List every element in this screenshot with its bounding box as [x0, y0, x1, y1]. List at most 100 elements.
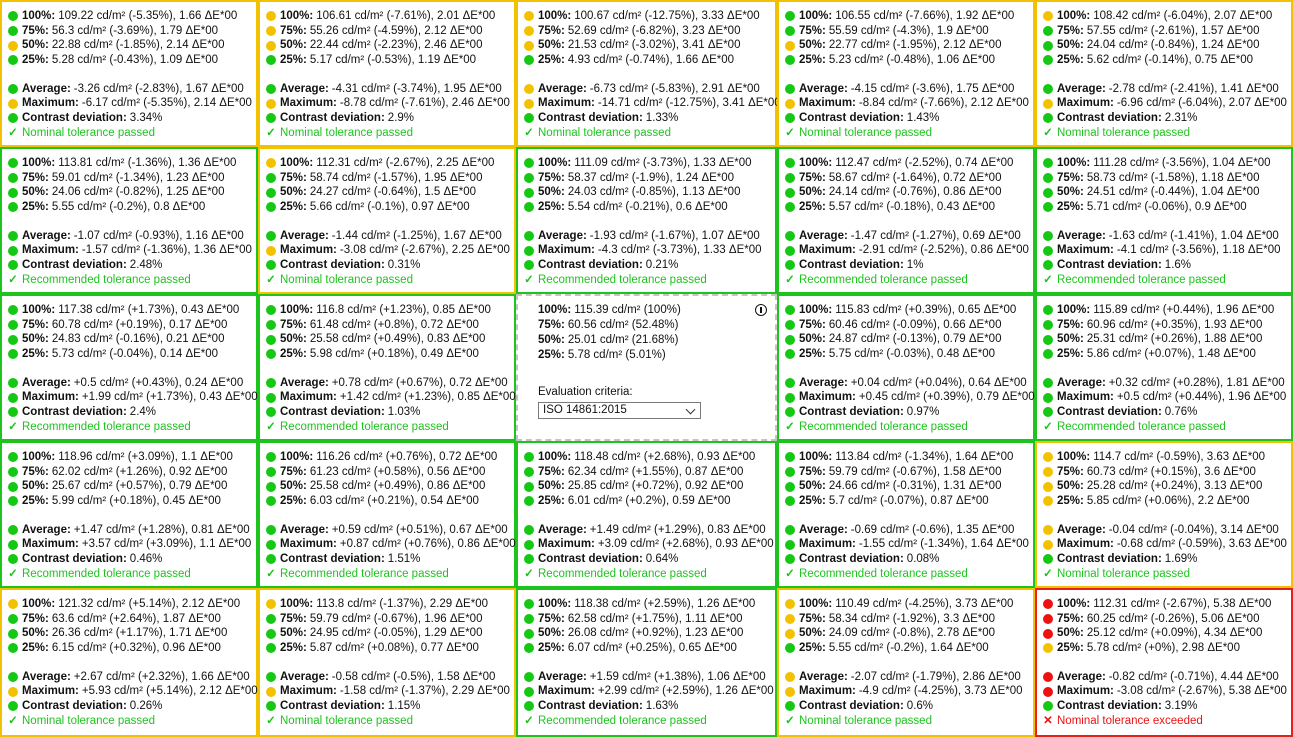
measurement-row: Average: +2.67 cd/m² (+2.32%), 1.66 ΔE*00 [8, 670, 256, 685]
measurement-cell: 100%: 121.32 cd/m² (+5.14%), 2.12 ΔE*00 75… [0, 588, 258, 737]
status-pass-icon [1043, 40, 1053, 51]
measurement-value: +0.04 cd/m² (+0.04%), 0.64 ΔE*00 [850, 376, 1027, 389]
measurement-value: 0.26% [129, 700, 163, 713]
measurement-value: 106.61 cd/m² (-7.61%), 2.01 ΔE*00 [316, 10, 496, 22]
status-pass-icon [8, 554, 18, 565]
measurement-row: 100%: 118.38 cd/m² (+2.59%), 1.26 ΔE*00 [524, 597, 775, 612]
spacer [524, 656, 775, 670]
measurement-row: 75%: 61.23 cd/m² (+0.58%), 0.56 ΔE*00 [266, 465, 514, 480]
measurement-value: 108.42 cd/m² (-6.04%), 2.07 ΔE*00 [1093, 10, 1273, 22]
verdict-text: Nominal tolerance passed [1057, 567, 1190, 580]
measurement-value: 24.51 cd/m² (-0.44%), 1.04 ΔE*00 [1086, 186, 1260, 199]
measurement-value: 56.3 cd/m² (-3.69%), 1.79 ΔE*00 [51, 24, 219, 37]
measurement-row: 25%: 5.75 cd/m² (-0.03%), 0.48 ΔE*00 [785, 347, 1033, 362]
measurement-label: 100%: [280, 304, 314, 316]
status-pass-icon [1043, 305, 1053, 316]
status-pass-icon [8, 452, 18, 463]
measurement-row: 75%: 59.79 cd/m² (-0.67%), 1.96 ΔE*00 [266, 612, 514, 627]
measurement-value: 4.93 cd/m² (-0.74%), 1.66 ΔE*00 [567, 54, 735, 67]
status-warning-icon [1043, 539, 1053, 550]
measurement-label: Maximum: [538, 538, 595, 551]
measurement-row: Maximum: +0.45 cd/m² (+0.39%), 0.79 ΔE*00 [785, 390, 1035, 405]
measurement-label: 100%: [22, 451, 56, 463]
measurement-value: 22.88 cd/m² (-1.85%), 2.14 ΔE*00 [51, 39, 225, 52]
tolerance-verdict: ✓ Recommended tolerance passed [8, 420, 256, 435]
measurement-row: Average: -1.07 cd/m² (-0.93%), 1.16 ΔE*00 [8, 229, 256, 244]
status-warning-icon [266, 686, 276, 697]
measurement-row: 25%: 5.57 cd/m² (-0.18%), 0.43 ΔE*00 [785, 200, 1033, 215]
measurement-row: 100%: 109.22 cd/m² (-5.35%), 1.66 ΔE*00 [8, 9, 256, 24]
spacer [785, 656, 1033, 670]
measurement-row: 50%: 24.06 cd/m² (-0.82%), 1.25 ΔE*00 [8, 185, 256, 200]
measurement-row: 25%: 5.99 cd/m² (+0.18%), 0.45 ΔE*00 [8, 494, 256, 509]
status-pass-icon [524, 554, 534, 565]
checkmark-icon: ✓ [266, 126, 276, 139]
tolerance-verdict: ✓ Recommended tolerance passed [524, 714, 775, 729]
measurement-label: 75%: [22, 318, 49, 331]
measurement-row: Average: +1.47 cd/m² (+1.28%), 0.81 ΔE*00 [8, 523, 256, 538]
evaluation-criteria-select[interactable]: ISO 14861:2015 [538, 402, 701, 419]
measurement-value: 0.21% [645, 259, 679, 272]
tolerance-verdict: ✓ Nominal tolerance passed [785, 126, 1033, 141]
measurement-label: 25%: [280, 642, 307, 655]
checkmark-icon: ✓ [1043, 126, 1053, 139]
info-icon[interactable] [755, 304, 767, 316]
measurement-label: Maximum: [1057, 538, 1114, 551]
status-warning-icon [1043, 11, 1053, 22]
measurement-row: 75%: 59.01 cd/m² (-1.34%), 1.23 ΔE*00 [8, 171, 256, 186]
status-pass-icon [785, 701, 795, 712]
measurement-row: Average: +0.32 cd/m² (+0.28%), 1.81 ΔE*00 [1043, 376, 1291, 391]
status-pass-icon [785, 496, 795, 507]
measurement-label: 25%: [280, 348, 307, 361]
measurement-label: Contrast deviation: [22, 112, 127, 125]
measurement-value: 114.7 cd/m² (-0.59%), 3.63 ΔE*00 [1093, 451, 1265, 463]
verdict-text: Recommended tolerance passed [22, 420, 191, 433]
verdict-text: Recommended tolerance passed [1057, 420, 1226, 433]
status-pass-icon [524, 245, 534, 256]
measurement-label: Maximum: [799, 685, 856, 698]
measurement-row: Maximum: -8.84 cd/m² (-7.66%), 2.12 ΔE*00 [785, 96, 1033, 111]
measurement-row: 50%: 24.66 cd/m² (-0.31%), 1.31 ΔE*00 [785, 479, 1033, 494]
measurement-label: 25%: [22, 348, 49, 361]
verdict-text: Nominal tolerance passed [799, 714, 932, 727]
measurement-label: Contrast deviation: [280, 553, 385, 566]
measurement-label: 100%: [538, 451, 572, 463]
measurement-value: -4.1 cd/m² (-3.56%), 1.18 ΔE*00 [1116, 244, 1281, 257]
measurement-row: 75%: 62.02 cd/m² (+1.26%), 0.92 ΔE*00 [8, 465, 256, 480]
status-pass-icon [8, 202, 18, 213]
measurement-row: 100%: 116.26 cd/m² (+0.76%), 0.72 ΔE*00 [266, 450, 514, 465]
measurement-label: Average: [1057, 82, 1106, 95]
measurement-cell: 100%: 113.84 cd/m² (-1.34%), 1.64 ΔE*00 75… [777, 441, 1035, 588]
status-pass-icon [8, 643, 18, 654]
tolerance-verdict: ✓ Recommended tolerance passed [524, 567, 775, 582]
measurement-value: 24.95 cd/m² (-0.05%), 1.29 ΔE*00 [309, 627, 483, 640]
measurement-label: 75%: [1057, 612, 1084, 625]
status-pass-icon [524, 628, 534, 639]
reference-row-label: 75%: [538, 319, 565, 332]
measurement-value: 58.73 cd/m² (-1.58%), 1.18 ΔE*00 [1086, 171, 1260, 184]
measurement-row: 25%: 5.7 cd/m² (-0.07%), 0.87 ΔE*00 [785, 494, 1033, 509]
measurement-row: 100%: 121.32 cd/m² (+5.14%), 2.12 ΔE*00 [8, 597, 256, 612]
status-pass-icon [8, 539, 18, 550]
measurement-label: Contrast deviation: [280, 259, 385, 272]
measurement-value: 61.48 cd/m² (+0.8%), 0.72 ΔE*00 [309, 318, 479, 331]
status-warning-icon [8, 599, 18, 610]
measurement-cell: 100%: 113.8 cd/m² (-1.37%), 2.29 ΔE*00 75%… [258, 588, 516, 737]
measurement-label: Average: [538, 670, 587, 683]
verdict-text: Nominal tolerance passed [280, 126, 413, 139]
measurement-value: -4.3 cd/m² (-3.73%), 1.33 ΔE*00 [597, 244, 762, 257]
measurement-label: Average: [22, 229, 71, 242]
measurement-row: 25%: 5.85 cd/m² (+0.06%), 2.2 ΔE*00 [1043, 494, 1291, 509]
measurement-value: 118.38 cd/m² (+2.59%), 1.26 ΔE*00 [574, 598, 756, 610]
tolerance-verdict: ✓ Nominal tolerance passed [1043, 567, 1291, 582]
checkmark-icon: ✓ [1043, 273, 1053, 286]
measurement-row: 50%: 26.08 cd/m² (+0.92%), 1.23 ΔE*00 [524, 626, 775, 641]
measurement-label: 75%: [1057, 24, 1084, 37]
measurement-row: Contrast deviation: 3.19% [1043, 699, 1291, 714]
measurement-row: 100%: 110.49 cd/m² (-4.25%), 3.73 ΔE*00 [785, 597, 1033, 612]
status-pass-icon [266, 305, 276, 316]
measurement-value: 116.8 cd/m² (+1.23%), 0.85 ΔE*00 [316, 304, 491, 316]
measurement-label: 50%: [22, 627, 49, 640]
measurement-row: 100%: 112.31 cd/m² (-2.67%), 5.38 ΔE*00 [1043, 597, 1291, 612]
measurement-row: Average: -4.31 cd/m² (-3.74%), 1.95 ΔE*00 [266, 82, 514, 97]
